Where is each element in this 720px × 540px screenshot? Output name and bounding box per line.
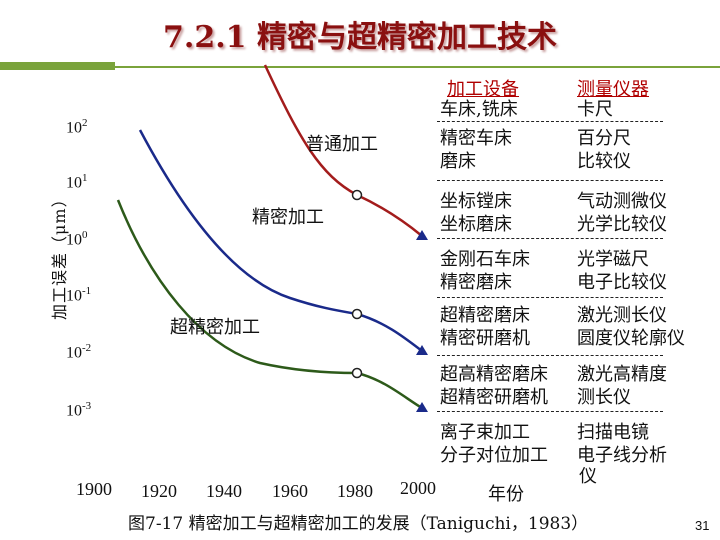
equipment-cell: 车床,铣床 精密车床 磨床 <box>440 99 518 172</box>
instrument-cell: 激光高精度 测长仪 <box>577 364 667 408</box>
x-tick-label: 1960 <box>272 481 308 501</box>
y-tick-label: 10-2 <box>66 342 92 362</box>
curve-ultraprecision <box>116 199 423 410</box>
instrument-cell: 激光测长仪 圆度仪轮廓仪 <box>577 305 685 349</box>
x-tick-label: 1920 <box>141 481 177 501</box>
curve-precision <box>138 129 423 352</box>
curve-label-conventional: 普通加工 <box>306 134 378 155</box>
curve-marker-circle <box>351 308 363 320</box>
y-tick-label: 102 <box>66 117 88 137</box>
row-divider <box>437 411 663 412</box>
header-instruments: 测量仪器 <box>577 79 649 100</box>
y-tick-label: 10-1 <box>66 285 92 305</box>
curve-conventional <box>263 64 423 237</box>
equipment-cell: 坐标镗床 坐标磨床 <box>440 191 512 235</box>
x-tick-label: 1980 <box>337 481 373 501</box>
figure-caption: 图7-17 精密加工与超精密加工的发展（Taniguchi，1983） <box>128 514 589 534</box>
equipment-cell: 离子束加工 分子对位加工 <box>440 422 548 466</box>
instrument-cell: 气动测微仪 光学比较仪 <box>577 191 667 235</box>
curve-marker-triangle <box>416 230 428 240</box>
curve-label-precision: 精密加工 <box>252 207 324 228</box>
page-number: 31 <box>695 518 710 533</box>
title-divider-accent <box>0 62 115 70</box>
x-tick-label: 1900 <box>76 479 112 499</box>
row-divider <box>437 121 663 122</box>
row-divider <box>437 180 663 181</box>
page-title: 7.2.1 精密与超精密加工技术 <box>163 20 557 55</box>
header-equipment: 加工设备 <box>447 79 519 100</box>
x-tick-label: 2000 <box>400 478 436 498</box>
y-tick-label: 10-3 <box>66 400 92 420</box>
row-divider <box>437 238 663 239</box>
curve-marker-triangle <box>416 402 428 412</box>
row-divider <box>437 355 663 356</box>
row-divider <box>437 297 663 298</box>
curve-marker-circle <box>351 189 363 201</box>
equipment-cell: 金刚石车床 精密磨床 <box>440 249 530 293</box>
y-tick-label: 100 <box>66 229 88 249</box>
curve-marker-circle <box>351 367 363 379</box>
title-divider <box>0 66 720 68</box>
equipment-cell: 超精密磨床 精密研磨机 <box>440 305 530 349</box>
x-tick-label: 1940 <box>206 481 242 501</box>
y-tick-label: 101 <box>66 172 88 192</box>
curve-marker-triangle <box>416 345 428 355</box>
equipment-cell: 超高精密磨床 超精密研磨机 <box>440 364 548 408</box>
instrument-cell: 卡尺 百分尺 比较仪 <box>577 99 631 172</box>
instrument-cell: 扫描电镜 电子线分析仪 <box>577 422 667 487</box>
x-axis-label: 年份 <box>488 484 524 505</box>
instrument-cell: 光学磁尺 电子比较仪 <box>577 249 667 293</box>
curve-label-ultraprecision: 超精密加工 <box>170 317 260 338</box>
